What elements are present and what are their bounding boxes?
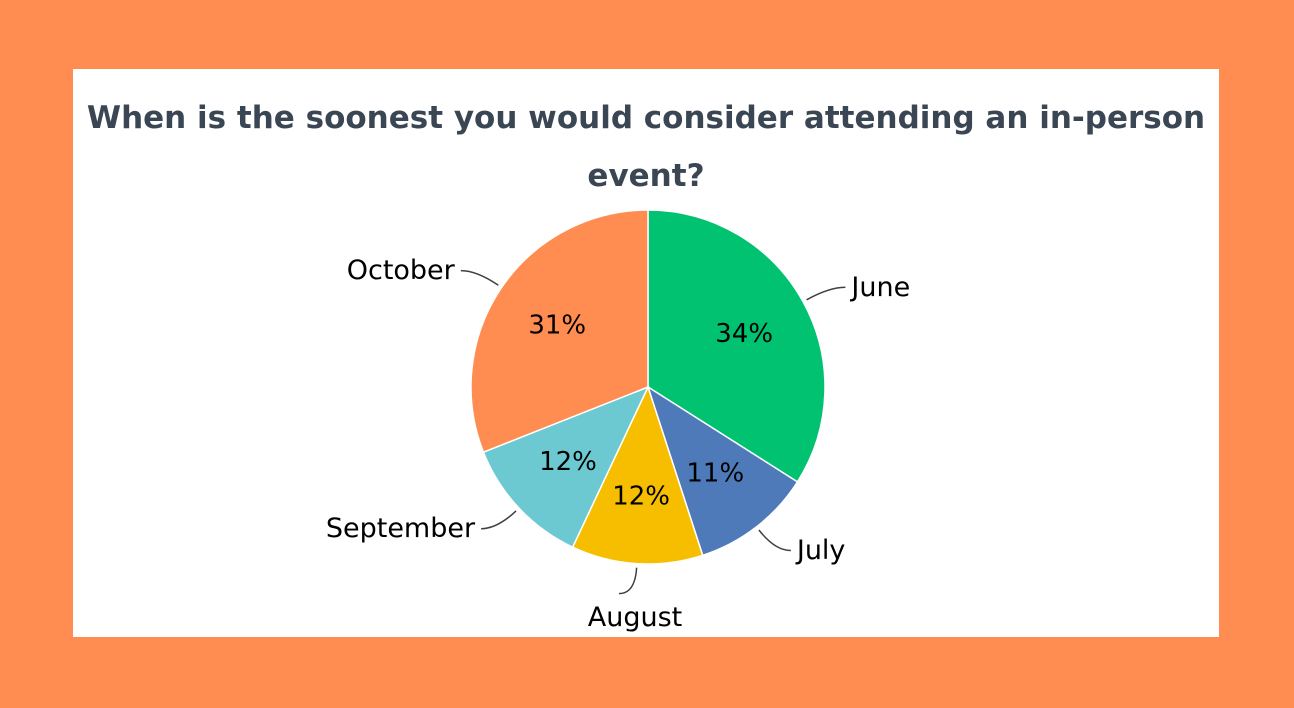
pie-slice-june — [647, 209, 826, 483]
data-label-june: 34% — [715, 319, 773, 349]
pie-slice-july — [646, 385, 799, 557]
pie-chart: 34% June 11% July 12% August 12% September 31% Oc… — [326, 209, 910, 633]
category-label-september: September — [326, 513, 476, 544]
pie-slice-september — [482, 385, 650, 549]
category-label-july: July — [795, 535, 846, 566]
category-label-august: August — [588, 602, 683, 633]
pie-slice-october — [470, 209, 649, 454]
data-label-october: 31% — [528, 310, 586, 340]
data-label-september: 12% — [539, 447, 597, 477]
chart-title: When is the soonest you would consider a… — [86, 100, 1206, 194]
category-label-october: October — [347, 255, 456, 286]
leader-line-june — [806, 286, 846, 301]
leader-line-october — [460, 269, 499, 286]
chart-card: When is the soonest you would consider a… — [73, 69, 1219, 637]
data-label-july: 11% — [686, 459, 744, 489]
pie-slice-august — [571, 384, 704, 565]
data-label-august: 12% — [612, 482, 670, 512]
category-label-june: June — [849, 272, 910, 303]
leader-line-august — [618, 567, 638, 595]
leader-line-july — [758, 529, 791, 552]
leader-line-september — [481, 510, 517, 530]
